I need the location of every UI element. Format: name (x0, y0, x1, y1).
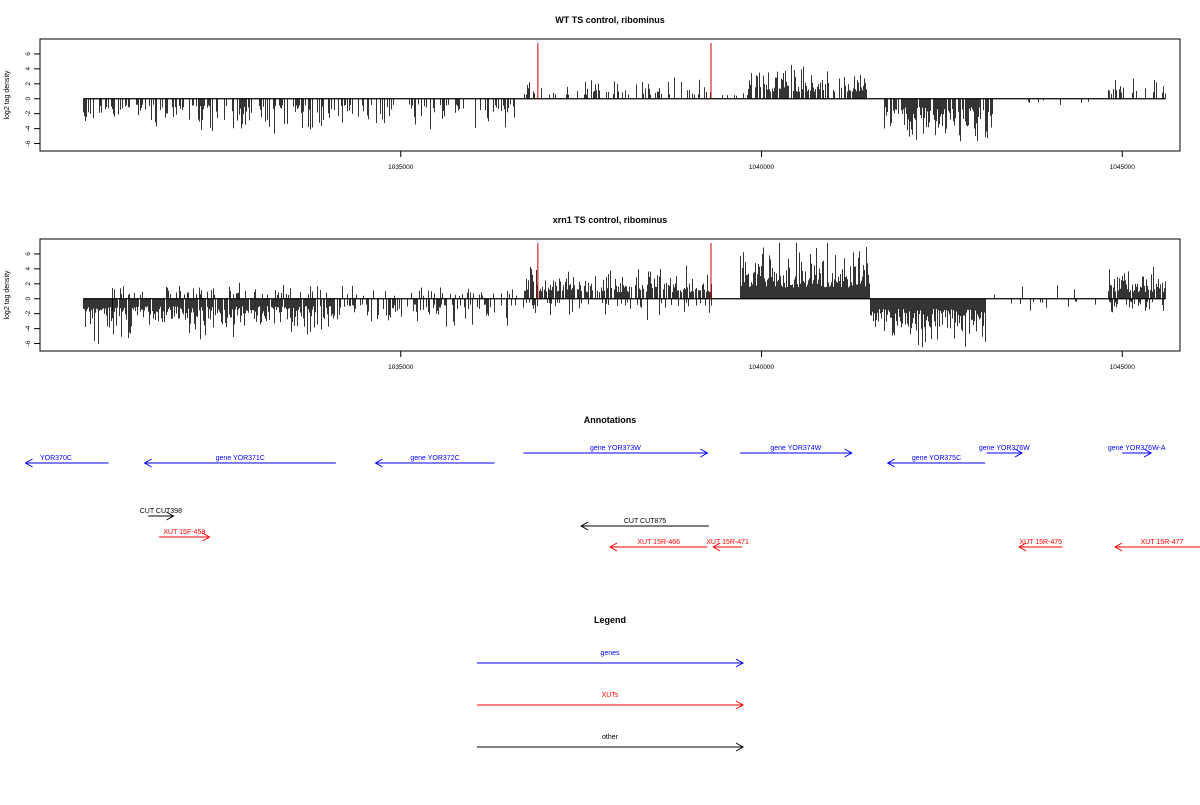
feature-label: XUT 15R-471 (706, 539, 749, 546)
feature-label: gene YOR376W (979, 445, 1030, 452)
y-tick-label: 2 (25, 282, 32, 286)
wt-plot-frame (39, 38, 1181, 152)
x-tick-label: 1035000 (388, 164, 414, 171)
feature-arrow-gene (739, 448, 853, 458)
y-tick-label: 2 (25, 82, 32, 86)
y-tick-label: -2 (25, 310, 32, 316)
legend-arrow-xut (477, 700, 745, 710)
x-tick-label: 1040000 (749, 364, 775, 371)
wt-signal-panel: WT TS control, ribominus log2 tag densit… (4, 15, 1181, 171)
feature-arrow-gene (1122, 448, 1153, 458)
feature-arrow-xut (1018, 542, 1063, 552)
feature-arrow-gene (886, 458, 986, 468)
y-tick-label: 6 (25, 52, 32, 56)
feature-arrow-xut (1114, 542, 1200, 552)
xrn1-plot-frame (39, 238, 1181, 352)
legend-arrow-other (477, 742, 745, 752)
y-tick-label: 4 (25, 267, 32, 271)
feature-label: YOR370C (40, 455, 72, 462)
feature-label: CUT CUT875 (624, 518, 666, 525)
feature-arrow-gene (986, 448, 1023, 458)
wt-panel-title: WT TS control, ribominus (555, 15, 665, 25)
feature-label: gene YOR372C (410, 455, 459, 462)
feature-label: gene YOR371C (216, 455, 265, 462)
y-tick-label: 0 (25, 97, 32, 101)
feature-arrow-xut (608, 542, 708, 552)
feature-label: XUT 15F-458 (163, 529, 205, 536)
y-tick-label: -6 (25, 140, 32, 146)
wt-y-ticks: -6 -4 -2 0 2 4 6 (25, 52, 40, 146)
xrn1-x-ticks: 1035000 1040000 1045000 (388, 351, 1135, 371)
wt-signal-bars (83, 64, 1166, 142)
feature-arrow-gene (24, 458, 109, 468)
feature-arrow-gene (374, 458, 495, 468)
xrn1-y-ticks: -6 -4 -2 0 2 4 6 (25, 252, 40, 346)
annotation-features: YOR370C gene YOR371C gene YOR372C gene YOR3… (24, 445, 1200, 552)
feature-arrow-xut (159, 532, 211, 542)
x-tick-label: 1045000 (1110, 364, 1136, 371)
feature-label: gene YOR373W (590, 445, 641, 452)
y-tick-label: -6 (25, 340, 32, 346)
feature-arrow-gene (143, 458, 336, 468)
y-tick-label: -4 (25, 125, 32, 131)
annotations-title: Annotations (584, 415, 637, 425)
legend-label: XUTs (602, 692, 619, 699)
legend-title: Legend (594, 615, 626, 625)
y-tick-label: 6 (25, 252, 32, 256)
legend-label: other (602, 734, 619, 741)
feature-label: gene YOR376W-A (1108, 445, 1166, 452)
feature-label: gene YOR374W (770, 445, 821, 452)
annotation-track: Annotations YOR370C gene YOR371C gene YOR3… (24, 415, 1200, 552)
x-tick-label: 1040000 (749, 164, 775, 171)
wt-markers (537, 43, 712, 99)
xrn1-markers (537, 243, 712, 299)
legend: Legend genes XUTs other (477, 615, 745, 752)
legend-items: genes XUTs other (477, 650, 745, 752)
xrn1-signal-panel: xrn1 TS control, ribominus log2 tag dens… (4, 215, 1181, 371)
feature-label: XUT 15R-475 (1019, 539, 1062, 546)
y-tick-label: -4 (25, 325, 32, 331)
feature-arrow-other (148, 511, 175, 521)
feature-arrow-xut (712, 542, 743, 552)
wt-x-ticks: 1035000 1040000 1045000 (388, 151, 1135, 171)
xrn1-y-axis-label: log2 tag density (4, 270, 11, 320)
xrn1-panel-title: xrn1 TS control, ribominus (553, 215, 668, 225)
y-tick-label: 0 (25, 297, 32, 301)
feature-arrow-other (580, 521, 709, 531)
feature-arrow-gene (523, 448, 709, 458)
xrn1-signal-bars (83, 242, 1166, 348)
feature-label: XUT 15R-466 (637, 539, 680, 546)
wt-y-axis-label: log2 tag density (4, 70, 11, 120)
x-tick-label: 1045000 (1110, 164, 1136, 171)
feature-label: gene YOR375C (912, 455, 961, 462)
legend-label: genes (600, 650, 620, 657)
legend-arrow-gene (477, 658, 745, 668)
feature-label: CUT CUT398 (140, 508, 182, 515)
feature-label: XUT 15R-477 (1141, 539, 1184, 546)
y-tick-label: -2 (25, 110, 32, 116)
y-tick-label: 4 (25, 67, 32, 71)
x-tick-label: 1035000 (388, 364, 414, 371)
